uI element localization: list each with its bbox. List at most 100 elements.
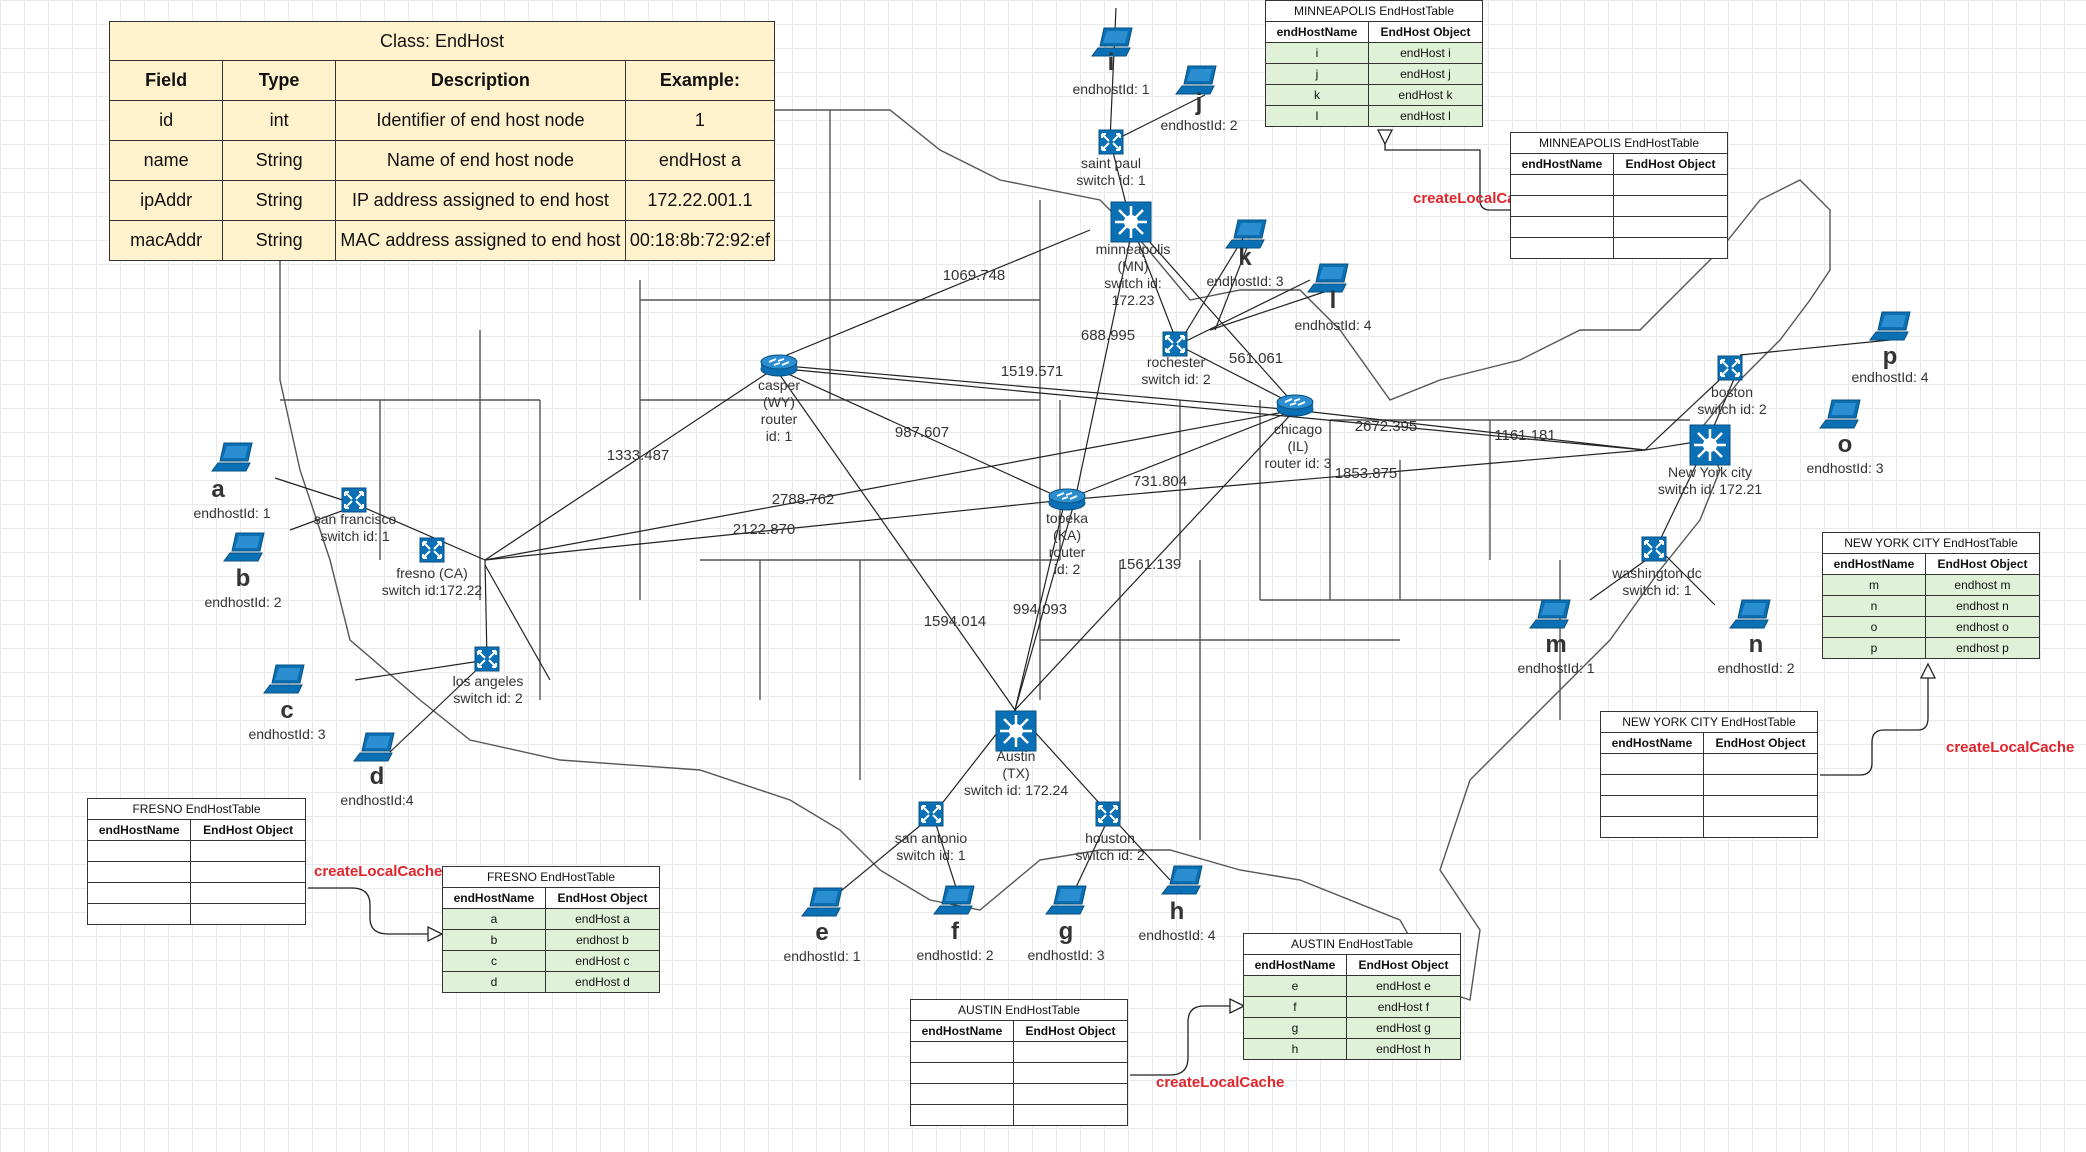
router-topeka[interactable] [1048, 488, 1086, 511]
host-c-letter: c [280, 697, 293, 724]
host-labels: a endhostId: 1 b endhostId: 2 c endhostI… [193, 49, 1928, 964]
table-row [910, 1062, 1129, 1084]
austin-endhost-table-empty: AUSTIN EndHostTable endHostName EndHost O… [910, 999, 1129, 1126]
dist-2122: 2122.870 [733, 521, 796, 538]
dist-2788: 2788.762 [772, 491, 835, 508]
host-o-letter: o [1838, 431, 1853, 458]
laptop-g[interactable] [1045, 885, 1087, 915]
host-h-letter: h [1170, 898, 1185, 925]
laptop-f[interactable] [933, 885, 975, 915]
label-fresno: fresno (CA) switch id:172.22 [382, 565, 483, 598]
table-row: j endHost j [1265, 63, 1484, 85]
table-row: i endHost i [1265, 42, 1484, 64]
label-los-angeles: los angeles switch id: 2 [453, 673, 524, 706]
laptop-l[interactable] [1307, 263, 1349, 293]
table-row [910, 1041, 1129, 1063]
table-row: f endHost f [1243, 996, 1462, 1018]
nyc-endhost-table-full: NEW YORK CITY EndHostTable endHostName En… [1822, 532, 2041, 659]
label-san-francisco: san francisco switch id: 1 [314, 511, 397, 544]
table-row: h endHost h [1243, 1038, 1462, 1060]
switch-nyc[interactable] [1688, 423, 1732, 467]
label-nyc: New York city switch id: 172.21 [1658, 464, 1762, 497]
host-m-id: endhostId: 1 [1517, 660, 1594, 676]
switch-fresno[interactable] [419, 537, 445, 563]
austin-endhost-table-full: AUSTIN EndHostTable endHostName EndHost O… [1243, 933, 1462, 1060]
laptop-c[interactable] [263, 664, 305, 694]
node-labels: casper (WY) router id: 1 topeka (KA) router id… [314, 155, 1767, 863]
laptop-b[interactable] [223, 532, 265, 562]
laptop-m[interactable] [1529, 599, 1571, 629]
dist-1561: 1561.139 [1119, 556, 1182, 573]
label-san-antonio: san antonio switch id: 1 [895, 830, 968, 863]
cache-label-fresno: createLocalCache [314, 863, 442, 880]
table-row [910, 1083, 1129, 1105]
cache-connectors [308, 129, 1937, 1076]
table-row [910, 1104, 1129, 1126]
host-g-letter: g [1059, 918, 1074, 945]
label-boston: boston switch id: 2 [1697, 384, 1766, 417]
table-row: g endHost g [1243, 1017, 1462, 1039]
table-row: b endhost b [442, 929, 661, 951]
switch-los-angeles[interactable] [474, 646, 500, 672]
dist-1069: 1069.748 [943, 267, 1006, 284]
switch-rochester[interactable] [1162, 331, 1188, 357]
host-o-id: endhostId: 3 [1806, 460, 1883, 476]
table-row: p endhost p [1822, 637, 2041, 659]
table-row [1510, 237, 1729, 259]
switch-houston[interactable] [1095, 801, 1121, 827]
host-p-letter: p [1883, 343, 1898, 370]
table-row [1600, 774, 1819, 796]
laptop-d[interactable] [353, 732, 395, 762]
host-h-id: endhostId: 4 [1138, 927, 1215, 943]
router-chicago[interactable] [1276, 394, 1314, 417]
switch-minneapolis[interactable] [1109, 200, 1153, 244]
host-n-letter: n [1749, 631, 1764, 658]
switch-boston[interactable] [1717, 355, 1743, 381]
class-col-description: Description [334, 60, 626, 101]
host-p-id: endhostId: 4 [1851, 369, 1928, 385]
dist-561: 561.061 [1229, 350, 1283, 367]
host-k-letter: k [1238, 244, 1252, 271]
switch-washington[interactable] [1641, 536, 1667, 562]
table-row: n endhost n [1822, 595, 2041, 617]
laptop-a[interactable] [211, 442, 253, 472]
host-b-letter: b [236, 565, 251, 592]
class-table-title: Class: EndHost [109, 21, 775, 61]
table-row [86, 840, 306, 862]
host-e-id: endhostId: 1 [783, 948, 860, 964]
host-j-id: endhostId: 2 [1160, 117, 1237, 133]
cache-label-minneapolis: createLocalCache [1413, 190, 1541, 207]
label-rochester: rochester switch id: 2 [1141, 354, 1210, 387]
switch-san-antonio[interactable] [918, 801, 944, 827]
laptop-h[interactable] [1161, 865, 1203, 895]
table-row [86, 882, 306, 904]
host-d-id: endhostId:4 [340, 792, 413, 808]
host-n-id: endhostId: 2 [1717, 660, 1794, 676]
fresno-endhost-table-empty: FRESNO EndHostTable endHostName EndHost O… [86, 798, 306, 925]
class-col-type: Type [222, 60, 336, 101]
laptop-n[interactable] [1729, 599, 1771, 629]
laptop-o[interactable] [1819, 399, 1861, 429]
table-row: o endhost o [1822, 616, 2041, 638]
cache-label-austin: createLocalCache [1156, 1074, 1284, 1091]
table-row: name String Name of end host node endHost a [108, 140, 776, 181]
table-row: m endhost m [1822, 574, 2041, 596]
host-k-id: endhostId: 3 [1206, 273, 1283, 289]
label-minneapolis: minneapolis (MN) switch id: 172.23 [1096, 241, 1171, 308]
nyc-endhost-table-empty: NEW YORK CITY EndHostTable endHostName En… [1600, 711, 1819, 838]
host-f-letter: f [951, 918, 960, 945]
router-casper[interactable] [760, 354, 798, 377]
host-j-letter: j [1195, 89, 1203, 116]
table-row: id int Identifier of end host node 1 [108, 100, 776, 141]
switch-san-francisco[interactable] [341, 487, 367, 513]
dist-1853: 1853.875 [1335, 465, 1398, 482]
dist-1594: 1594.014 [924, 613, 987, 630]
laptop-p[interactable] [1869, 311, 1911, 341]
switch-saint-paul[interactable] [1098, 129, 1124, 155]
laptop-e[interactable] [801, 887, 843, 917]
host-a-letter: a [211, 476, 225, 503]
switch-austin[interactable] [994, 709, 1038, 753]
dist-1333: 1333.487 [607, 447, 670, 464]
label-casper: casper (WY) router id: 1 [758, 377, 800, 444]
